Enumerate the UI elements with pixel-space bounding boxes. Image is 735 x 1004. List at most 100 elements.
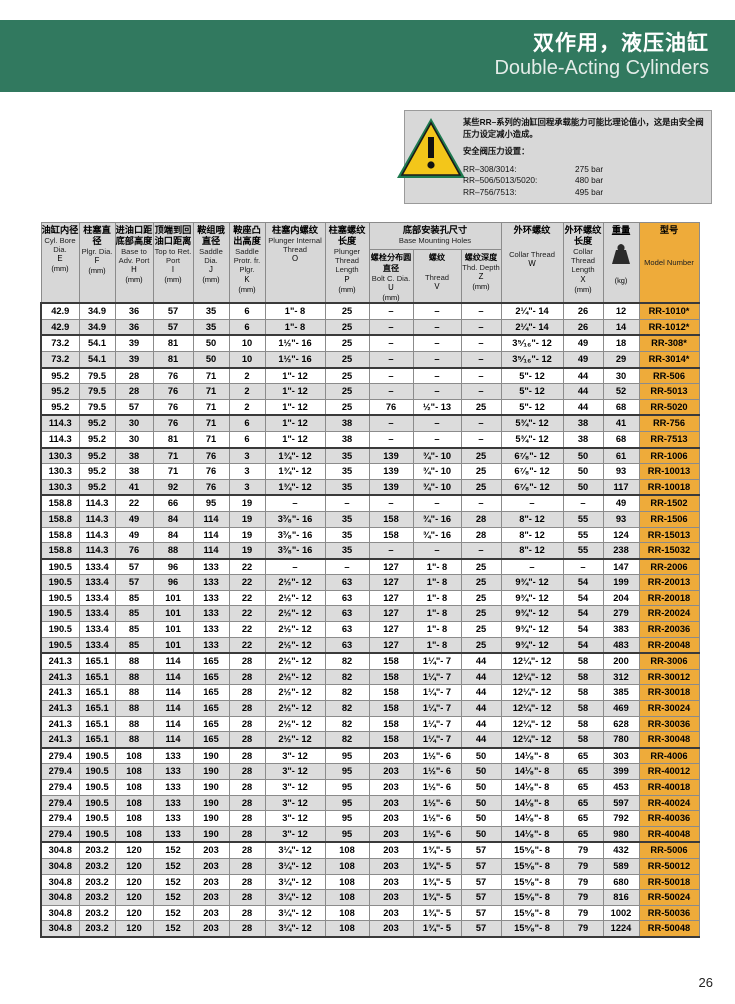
- cell-P: 35: [324, 478, 370, 496]
- row-gutter: [14, 447, 41, 464]
- cell-V: 1¼"- 7: [412, 700, 462, 717]
- header-group-row: 油缸内径 Cyl. Bore Dia. E (mm) 柱塞直径 Plgr. Di…: [14, 222, 700, 304]
- cell-H: 39: [114, 350, 154, 369]
- cell-U: 158: [368, 700, 414, 717]
- cell-V: ¾"- 10: [412, 463, 462, 480]
- cell-P: 95: [324, 825, 370, 843]
- cell-kg: 52: [602, 383, 640, 400]
- cell-U: 158: [368, 668, 414, 686]
- cell-kg: 469: [602, 700, 640, 717]
- cell-model-number: RR-15032: [638, 542, 700, 560]
- cell-F: 95.2: [78, 463, 116, 480]
- cell-V: 1"- 8: [412, 557, 462, 576]
- cell-kg: 18: [602, 334, 640, 352]
- cell-K: 28: [228, 904, 266, 922]
- cell-I: 84: [152, 510, 194, 528]
- cell-kg: 61: [602, 446, 640, 465]
- cell-U: 127: [368, 557, 414, 576]
- cell-P: 108: [324, 857, 370, 875]
- cell-K: 28: [228, 857, 266, 875]
- cell-Z: 44: [460, 731, 502, 749]
- cell-I: 76: [152, 383, 194, 400]
- table-row: 279.4 190.5 108 133 190 28 3"- 12 95 203 1½"- 6 50…: [14, 779, 700, 796]
- cell-U: 76: [368, 398, 414, 416]
- table-row: 304.8 203.2 120 152 203 28 3¼"- 12 108 203 1¾"- 5…: [14, 889, 700, 906]
- cell-W: 6⁷⁄₈"- 12: [500, 463, 564, 480]
- cell-V: 1¾"- 5: [412, 920, 462, 938]
- cell-X: 65: [562, 810, 604, 827]
- cell-O: 2½"- 12: [264, 715, 326, 733]
- cell-kg: 204: [602, 589, 640, 607]
- cell-K: 3: [228, 446, 266, 465]
- cell-K: 28: [228, 841, 266, 859]
- cell-Z: 57: [460, 873, 502, 891]
- cell-kg: 453: [602, 779, 640, 796]
- cell-model-number: RR-308*: [638, 334, 700, 352]
- table-row: 190.5 133.4 57 96 133 22 2½"- 12 63 127 1"- 8 25 9¾…: [14, 574, 700, 591]
- cell-K: 28: [228, 700, 266, 717]
- col-cn-0: 油缸内径: [41, 225, 79, 235]
- cell-W: 14¹⁄₈"- 8: [500, 779, 564, 796]
- cell-X: 44: [562, 398, 604, 416]
- cell-I: 81: [152, 350, 194, 369]
- cell-K: 28: [228, 668, 266, 686]
- cell-J: 133: [192, 589, 230, 607]
- cell-J: 165: [192, 684, 230, 702]
- row-gutter: [14, 463, 41, 480]
- relief-model-label: RR–756/7513:: [463, 187, 517, 198]
- cell-V: 1"- 8: [412, 636, 462, 654]
- relief-pressure-value: 275 bar: [575, 163, 604, 174]
- cell-kg: 780: [602, 731, 640, 749]
- cell-F: 114.3: [78, 542, 116, 560]
- cell-I: 81: [152, 334, 194, 352]
- cell-O: 2½"- 12: [264, 589, 326, 607]
- cell-X: 49: [562, 350, 604, 369]
- cell-P: 25: [324, 334, 370, 352]
- cell-W: 12¼"- 12: [500, 668, 564, 686]
- row-gutter: [14, 700, 41, 717]
- cell-V: –: [412, 542, 462, 560]
- group-header-cn: 底部安装孔尺寸: [402, 225, 468, 235]
- cell-H: 57: [114, 398, 154, 416]
- cell-W: 9¾"- 12: [500, 605, 564, 623]
- cell-W: 14¹⁄₈"- 8: [500, 794, 564, 812]
- row-gutter: [14, 511, 41, 528]
- cell-J: 76: [192, 463, 230, 480]
- row-gutter: [14, 351, 41, 368]
- cell-E: 304.8: [40, 841, 80, 859]
- weight-icon: [612, 244, 630, 264]
- cell-I: 133: [152, 825, 194, 843]
- cell-W: 9¾"- 12: [500, 636, 564, 654]
- cell-Z: –: [460, 494, 502, 512]
- cell-kg: 199: [602, 574, 640, 591]
- cell-Z: 50: [460, 746, 502, 765]
- cell-kg: 589: [602, 857, 640, 875]
- cell-O: 2½"- 12: [264, 605, 326, 623]
- cell-W: 14¹⁄₈"- 8: [500, 825, 564, 843]
- cell-W: 14¹⁄₈"- 8: [500, 810, 564, 827]
- cell-Z: 44: [460, 684, 502, 702]
- cell-O: 3¼"- 12: [264, 841, 326, 859]
- col-sym-10: Z: [478, 272, 484, 282]
- table-row: 130.3 95.2 38 71 76 3 1¾"- 12 35 139 ¾"- 10 25 6⁷⁄₈…: [14, 463, 700, 480]
- col-sym-5: K: [244, 274, 250, 284]
- cell-I: 133: [152, 779, 194, 796]
- cell-I: 152: [152, 904, 194, 922]
- cell-F: 190.5: [78, 746, 116, 765]
- cell-E: 73.2: [40, 350, 80, 369]
- cell-K: 28: [228, 715, 266, 733]
- cell-K: 28: [228, 889, 266, 906]
- row-gutter: [14, 653, 41, 670]
- cell-E: 279.4: [40, 794, 80, 812]
- col-unit-12: (mm): [574, 284, 592, 294]
- cell-V: ¾"- 10: [412, 478, 462, 496]
- row-gutter: [14, 842, 41, 859]
- cell-O: –: [264, 557, 326, 576]
- cell-X: 55: [562, 526, 604, 544]
- cell-I: 114: [152, 731, 194, 749]
- col-header-collar-thread: 外环螺纹 Collar Thread W: [500, 222, 564, 304]
- cell-V: 1¾"- 5: [412, 904, 462, 922]
- cell-W: 3⁵⁄₁₆"- 12: [500, 350, 564, 369]
- cell-X: 38: [562, 414, 604, 432]
- cell-I: 133: [152, 746, 194, 765]
